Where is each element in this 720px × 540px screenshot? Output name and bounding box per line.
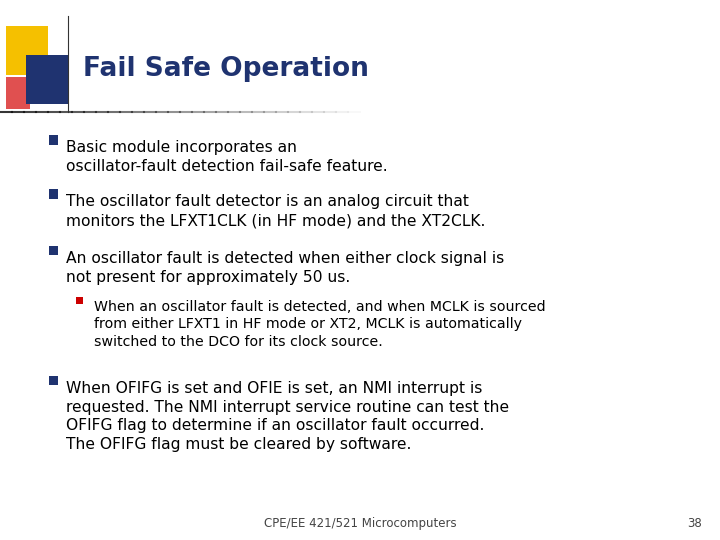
Bar bbox=[6, 77, 30, 109]
Text: Basic module incorporates an
oscillator-fault detection fail-safe feature.: Basic module incorporates an oscillator-… bbox=[66, 140, 388, 174]
Bar bbox=[6, 26, 48, 75]
Text: Fail Safe Operation: Fail Safe Operation bbox=[83, 56, 369, 82]
Bar bbox=[49, 190, 58, 199]
Text: When OFIFG is set and OFIE is set, an NMI interrupt is
requested. The NMI interr: When OFIFG is set and OFIE is set, an NM… bbox=[66, 381, 509, 452]
Text: CPE/EE 421/521 Microcomputers: CPE/EE 421/521 Microcomputers bbox=[264, 517, 456, 530]
Bar bbox=[49, 136, 58, 145]
Text: The oscillator fault detector is an analog circuit that
monitors the LFXT1CLK (i: The oscillator fault detector is an anal… bbox=[66, 194, 485, 228]
Bar bbox=[76, 297, 83, 304]
Bar bbox=[49, 246, 58, 255]
Text: 38: 38 bbox=[688, 517, 702, 530]
Text: An oscillator fault is detected when either clock signal is
not present for appr: An oscillator fault is detected when eit… bbox=[66, 251, 505, 285]
Text: When an oscillator fault is detected, and when MCLK is sourced
from either LFXT1: When an oscillator fault is detected, an… bbox=[94, 300, 545, 349]
Bar bbox=[26, 55, 69, 104]
Bar bbox=[49, 376, 58, 385]
